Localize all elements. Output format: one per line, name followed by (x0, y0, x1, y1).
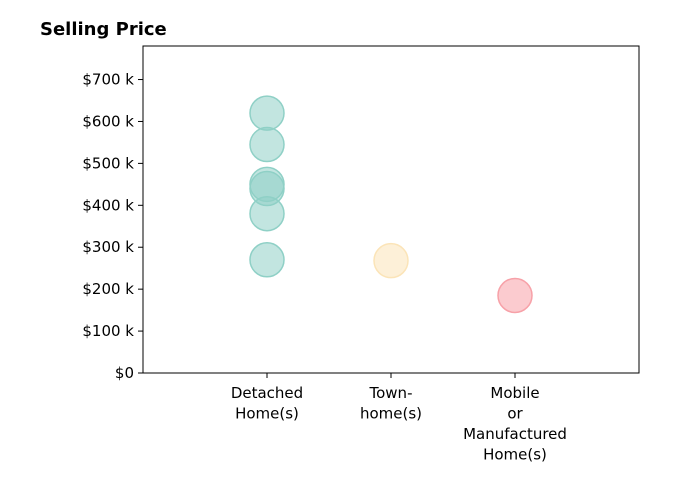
x-tick-label-0: Detached Home(s) (231, 384, 303, 423)
y-tick-label-2: $200 k (82, 280, 134, 298)
x-tick-label-2-line-1: or (507, 405, 523, 423)
y-tick-label-1: $100 k (82, 322, 134, 340)
data-points (249, 95, 533, 314)
point-0-5 (249, 242, 285, 278)
y-tick-label-0: $0 (115, 364, 134, 382)
y-tick-label-5: $500 k (82, 154, 134, 172)
point-1-0 (373, 242, 409, 279)
chart-title: Selling Price (40, 19, 167, 40)
x-tick-label-2-line-3: Home(s) (483, 446, 547, 464)
point-0-4 (249, 195, 285, 232)
y-axis: $0 $100 k $200 k $300 k $400 k $500 k $600 k $7… (82, 71, 143, 382)
y-tick-label-4: $400 k (82, 196, 134, 214)
point-2-0 (497, 277, 533, 314)
plot-frame (142, 45, 640, 374)
x-tick-label-1-line-0: Town- (369, 384, 413, 402)
x-tick-label-2: Mobile or Manufactured Home(s) (463, 384, 567, 464)
x-tick-label-2-line-0: Mobile (490, 384, 539, 402)
y-tick-label-6: $600 k (82, 112, 134, 130)
x-tick-label-1-line-1: home(s) (360, 405, 422, 423)
x-tick-label-2-line-2: Manufactured (463, 425, 567, 443)
point-0-1 (249, 126, 285, 163)
y-tick-label-3: $300 k (82, 238, 134, 256)
x-tick-label-0-line-0: Detached (231, 384, 303, 402)
x-axis: Detached Home(s) Town-home(s) Mobile or Manuf… (231, 373, 567, 464)
x-tick-label-1: Town-home(s) (360, 384, 422, 423)
x-tick-label-0-line-1: Home(s) (235, 405, 299, 423)
point-0-0 (249, 95, 285, 131)
y-tick-label-7: $700 k (82, 71, 134, 89)
